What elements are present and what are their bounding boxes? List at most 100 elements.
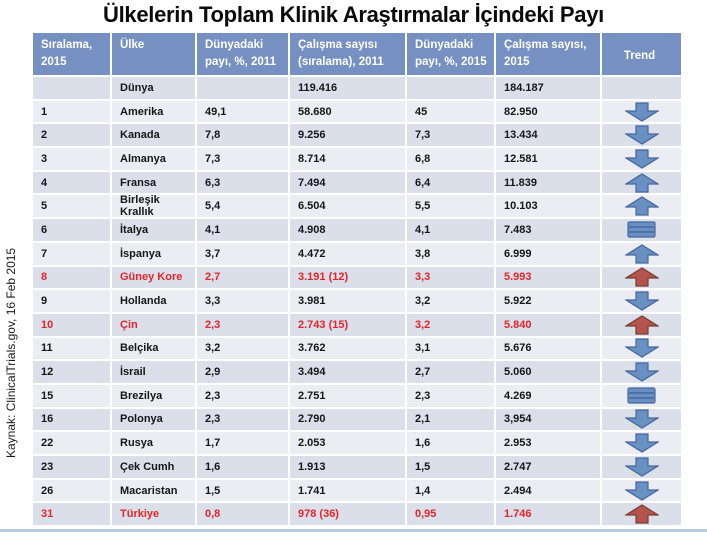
cell-share-2011: 2,3 — [197, 408, 288, 431]
cell-rank: 26 — [33, 479, 110, 502]
cell-share-2011: 1,6 — [197, 456, 288, 478]
cell-share-2011: 49,1 — [197, 100, 288, 123]
cell-trend — [602, 456, 681, 478]
cell-trend — [602, 432, 681, 454]
cell-share-2011: 3,7 — [197, 242, 288, 265]
trend-down-icon — [624, 291, 659, 311]
cell-studies-2015: 5.993 — [496, 266, 600, 289]
cell-share-2015: 2,3 — [407, 384, 494, 407]
column-header: Çalışma sayısı, 2015 — [496, 33, 600, 75]
source-note: Kaynak: ClinicalTrials.gov, 16 Feb 2015 — [4, 247, 18, 458]
cell-studies-2015: 10.103 — [496, 195, 600, 218]
cell-share-2015: 3,2 — [407, 313, 494, 336]
cell-trend — [602, 242, 681, 265]
table-body: Dünya 119.416 184.187 1 Amerika 49,1 58.680 45 8… — [33, 77, 681, 526]
cell-trend — [602, 313, 681, 336]
cell-rank: 6 — [33, 219, 110, 241]
table-row: 7 İspanya 3,7 4.472 3,8 6.999 — [33, 242, 681, 265]
cell-rank: 12 — [33, 361, 110, 383]
cell-share-2015: 3,2 — [407, 290, 494, 312]
cell-share-2011: 3,2 — [197, 337, 288, 360]
cell-studies-2011: 3.981 — [290, 290, 405, 312]
cell-country: Belçika — [112, 337, 195, 360]
trend-down-icon — [624, 149, 659, 169]
cell-country: Amerika — [112, 100, 195, 123]
cell-studies-2015: 184.187 — [496, 77, 600, 99]
cell-share-2011: 2,3 — [197, 313, 288, 336]
cell-share-2015: 0,95 — [407, 503, 494, 526]
cell-country: Türkiye — [112, 503, 195, 526]
cell-share-2011: 2,7 — [197, 266, 288, 289]
table-row: 9 Hollanda 3,3 3.981 3,2 5.922 — [33, 290, 681, 312]
cell-share-2015: 6,8 — [407, 148, 494, 170]
cell-trend — [602, 219, 681, 241]
trend-equal-icon — [627, 387, 656, 404]
table-row: 6 İtalya 4,1 4.908 4,1 7.483 — [33, 219, 681, 241]
cell-rank: 22 — [33, 432, 110, 454]
cell-trend — [602, 77, 681, 99]
cell-trend — [602, 100, 681, 123]
cell-country: İtalya — [112, 219, 195, 241]
trend-down-icon — [624, 480, 659, 501]
cell-trend — [602, 171, 681, 194]
cell-share-2011: 5,4 — [197, 195, 288, 218]
table-row: 5 Birleşik Krallık 5,4 6.504 5,5 10.103 — [33, 195, 681, 218]
cell-rank: 31 — [33, 503, 110, 526]
cell-trend — [602, 479, 681, 502]
cell-rank: 10 — [33, 313, 110, 336]
cell-studies-2011: 978 (36) — [290, 503, 405, 526]
cell-rank: 16 — [33, 408, 110, 431]
cell-share-2015: 2,7 — [407, 361, 494, 383]
table-header-row: Sıralama, 2015 Ülke Dünyadaki payı, %, 201… — [33, 33, 681, 75]
cell-studies-2011: 4.908 — [290, 219, 405, 241]
cell-studies-2011: 4.472 — [290, 242, 405, 265]
cell-rank: 2 — [33, 124, 110, 147]
cell-share-2011: 2,9 — [197, 361, 288, 383]
table-row: 2 Kanada 7,8 9.256 7,3 13.434 — [33, 124, 681, 147]
cell-studies-2015: 7.483 — [496, 219, 600, 241]
cell-studies-2011: 6.504 — [290, 195, 405, 218]
cell-studies-2011: 8.714 — [290, 148, 405, 170]
cell-trend — [602, 266, 681, 289]
cell-rank: 15 — [33, 384, 110, 407]
cell-country: Hollanda — [112, 290, 195, 312]
cell-share-2011: 6,3 — [197, 171, 288, 194]
cell-studies-2015: 82.950 — [496, 100, 600, 123]
column-header: Sıralama, 2015 — [33, 33, 110, 75]
cell-rank: 1 — [33, 100, 110, 123]
page-title: Ülkelerin Toplam Klinik Araştırmalar İçi… — [103, 2, 604, 27]
cell-trend — [602, 124, 681, 147]
cell-rank: 9 — [33, 290, 110, 312]
cell-country: Brezilya — [112, 384, 195, 407]
cell-trend — [602, 195, 681, 218]
table-row: 4 Fransa 6,3 7.494 6,4 11.839 — [33, 171, 681, 194]
table-row: 23 Çek Cumh 1,6 1.913 1,5 2.747 — [33, 456, 681, 478]
cell-share-2015: 5,5 — [407, 195, 494, 218]
cell-studies-2011: 2.751 — [290, 384, 405, 407]
cell-country: Dünya — [112, 77, 195, 99]
cell-share-2015: 7,3 — [407, 124, 494, 147]
table-row: 22 Rusya 1,7 2.053 1,6 2.953 — [33, 432, 681, 454]
cell-studies-2011: 2.790 — [290, 408, 405, 431]
cell-share-2011: 1,7 — [197, 432, 288, 454]
cell-share-2011: 4,1 — [197, 219, 288, 241]
cell-share-2015: 1,4 — [407, 479, 494, 502]
cell-share-2011: 2,3 — [197, 384, 288, 407]
cell-studies-2015: 5.840 — [496, 313, 600, 336]
column-header: Dünyadaki payı, %, 2015 — [407, 33, 494, 75]
table-row: 1 Amerika 49,1 58.680 45 82.950 — [33, 100, 681, 123]
cell-studies-2011: 58.680 — [290, 100, 405, 123]
table-row: 3 Almanya 7,3 8.714 6,8 12.581 — [33, 148, 681, 170]
cell-studies-2015: 5.060 — [496, 361, 600, 383]
column-header: Dünyadaki payı, %, 2011 — [197, 33, 288, 75]
cell-rank — [33, 77, 110, 99]
cell-studies-2015: 11.839 — [496, 171, 600, 194]
trend-down-icon — [624, 362, 659, 382]
cell-country: İsrail — [112, 361, 195, 383]
cell-studies-2015: 5.676 — [496, 337, 600, 360]
cell-share-2015: 45 — [407, 100, 494, 123]
cell-trend — [602, 361, 681, 383]
column-header: Çalışma sayısı (sıralama), 2011 — [290, 33, 405, 75]
column-header: Ülke — [112, 33, 195, 75]
cell-country: Rusya — [112, 432, 195, 454]
